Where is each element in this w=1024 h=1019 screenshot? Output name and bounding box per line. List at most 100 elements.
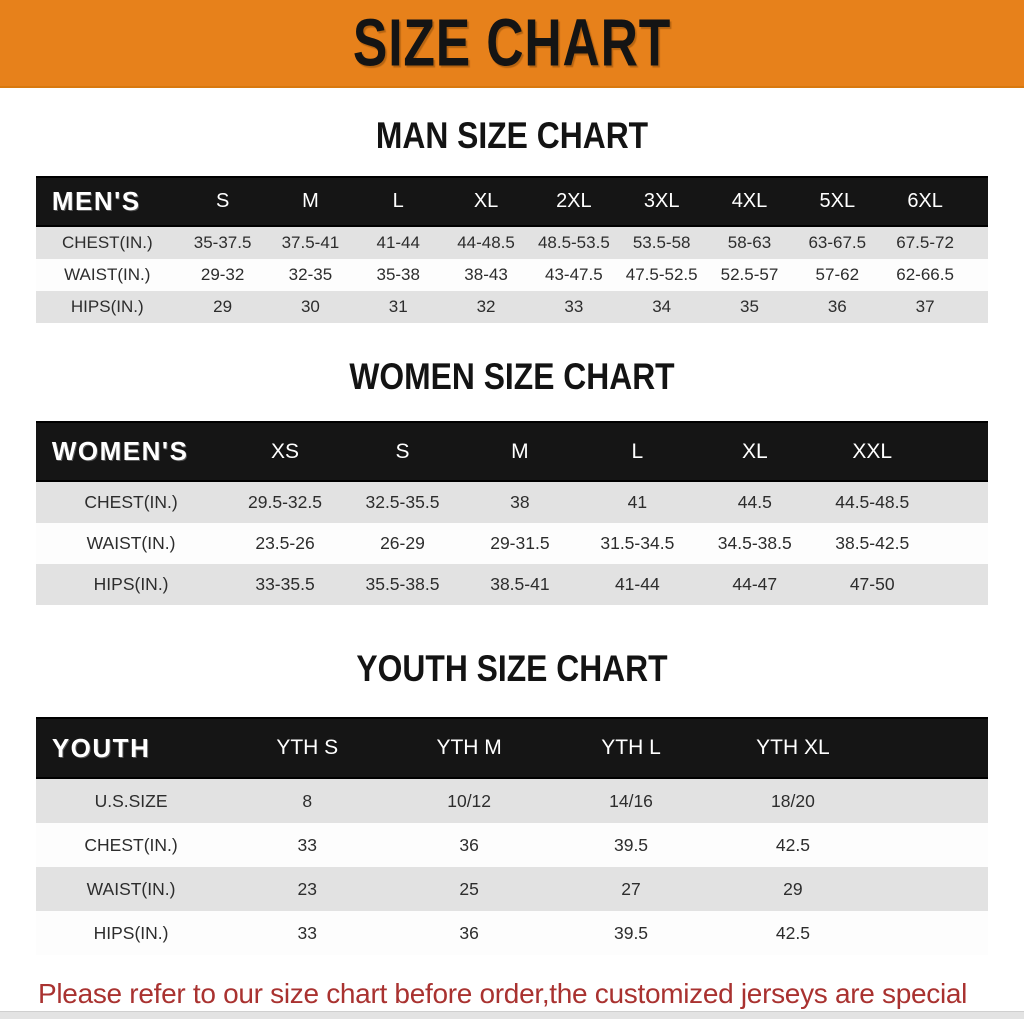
table-corner-label: MEN'S xyxy=(35,176,179,227)
row-spacer xyxy=(930,564,989,605)
men-section-heading: MAN SIZE CHART xyxy=(375,115,649,156)
size-value-cell: 38.5-42.5 xyxy=(813,523,931,564)
size-value-cell: 32 xyxy=(442,291,530,323)
size-value-cell: 44-48.5 xyxy=(442,226,530,259)
table-row: HIPS(IN.) 33-35.5 35.5-38.5 38.5-41 41-44 44-… xyxy=(35,564,989,605)
row-label: WAIST(IN.) xyxy=(35,867,227,911)
row-label: CHEST(IN.) xyxy=(35,226,179,259)
size-value-cell: 39.5 xyxy=(550,911,712,955)
column-header: XS xyxy=(226,421,344,482)
row-label: CHEST(IN.) xyxy=(35,481,227,523)
size-value-cell: 53.5-58 xyxy=(617,226,706,259)
size-value-cell: 36 xyxy=(388,911,551,955)
size-table: YOUTH YTH S YTH M YTH L YTH XL U.S.SIZE 8 10/12… xyxy=(35,717,989,955)
women-section: WOMEN SIZE CHART WOMEN'S XS S M L XL XXL CHEST(… xyxy=(0,355,1024,605)
youth-section-heading: YOUTH SIZE CHART xyxy=(356,648,668,689)
size-value-cell: 52.5-57 xyxy=(705,259,794,291)
youth-section: YOUTH SIZE CHART YOUTH YTH S YTH M YTH L YTH… xyxy=(0,647,1024,955)
bottom-edge-strip xyxy=(0,1011,1024,1019)
size-value-cell: 25 xyxy=(388,867,551,911)
women-size-table: WOMEN'S XS S M L XL XXL CHEST(IN.) 29.5-32.5 32.5… xyxy=(35,421,989,605)
size-value-cell: 10/12 xyxy=(388,778,551,823)
row-spacer xyxy=(969,226,989,259)
table-row: CHEST(IN.) 33 36 39.5 42.5 xyxy=(35,823,989,867)
size-table: WOMEN'S XS S M L XL XXL CHEST(IN.) 29.5-32.5 32.5… xyxy=(35,421,989,605)
size-value-cell: 48.5-53.5 xyxy=(529,226,618,259)
size-value-cell: 41 xyxy=(578,481,697,523)
size-value-cell: 29 xyxy=(711,867,874,911)
size-value-cell: 32.5-35.5 xyxy=(343,481,462,523)
size-value-cell: 38.5-41 xyxy=(461,564,579,605)
row-spacer xyxy=(969,291,989,323)
table-row: CHEST(IN.) 35-37.5 37.5-41 41-44 44-48.5 48.5… xyxy=(35,226,989,259)
row-spacer xyxy=(873,778,989,823)
column-header: S xyxy=(178,176,267,227)
size-value-cell: 58-63 xyxy=(705,226,794,259)
size-value-cell: 47.5-52.5 xyxy=(617,259,706,291)
size-value-cell: 33 xyxy=(226,823,389,867)
table-row: WAIST(IN.) 23.5-26 26-29 29-31.5 31.5-34.5 34… xyxy=(35,523,989,564)
table-row: U.S.SIZE 8 10/12 14/16 18/20 xyxy=(35,778,989,823)
row-spacer xyxy=(873,823,989,867)
size-value-cell: 30 xyxy=(266,291,355,323)
row-spacer xyxy=(873,911,989,955)
row-spacer xyxy=(969,259,989,291)
size-value-cell: 29-31.5 xyxy=(461,523,579,564)
size-value-cell: 67.5-72 xyxy=(881,226,970,259)
size-value-cell: 62-66.5 xyxy=(881,259,970,291)
size-value-cell: 29.5-32.5 xyxy=(226,481,344,523)
youth-size-table: YOUTH YTH S YTH M YTH L YTH XL U.S.SIZE 8 10/12… xyxy=(35,717,989,955)
size-table: MEN'S S M L XL 2XL 3XL 4XL 5XL 6XL CHEST(IN.) 35-37… xyxy=(35,176,989,323)
column-header: 3XL xyxy=(617,176,706,227)
column-header: XXL xyxy=(813,421,931,482)
size-value-cell: 38 xyxy=(461,481,579,523)
table-corner-label: YOUTH xyxy=(35,717,227,779)
row-label: CHEST(IN.) xyxy=(35,823,227,867)
size-value-cell: 29-32 xyxy=(178,259,267,291)
column-header: 6XL xyxy=(881,176,970,227)
size-value-cell: 36 xyxy=(793,291,882,323)
size-value-cell: 42.5 xyxy=(711,823,874,867)
table-row: WAIST(IN.) 23 25 27 29 xyxy=(35,867,989,911)
men-size-table: MEN'S S M L XL 2XL 3XL 4XL 5XL 6XL CHEST(IN.) 35-37… xyxy=(35,176,989,323)
size-value-cell: 35-37.5 xyxy=(178,226,267,259)
size-value-cell: 37.5-41 xyxy=(266,226,355,259)
size-value-cell: 31 xyxy=(354,291,443,323)
size-chart-banner: SIZE CHART xyxy=(0,0,1024,88)
column-header: YTH L xyxy=(550,717,712,779)
table-row: WAIST(IN.) 29-32 32-35 35-38 38-43 43-47.5 47.… xyxy=(35,259,989,291)
row-label: U.S.SIZE xyxy=(35,778,227,823)
size-value-cell: 41-44 xyxy=(354,226,443,259)
size-value-cell: 63-67.5 xyxy=(793,226,882,259)
size-value-cell: 41-44 xyxy=(578,564,697,605)
page-title: SIZE CHART xyxy=(352,5,672,81)
table-corner-label: WOMEN'S xyxy=(35,421,227,482)
table-row: HIPS(IN.) 29 30 31 32 33 34 35 36 37 xyxy=(35,291,989,323)
size-value-cell: 35-38 xyxy=(354,259,443,291)
size-value-cell: 31.5-34.5 xyxy=(578,523,697,564)
header-spacer xyxy=(969,176,989,227)
size-value-cell: 43-47.5 xyxy=(529,259,618,291)
row-label: HIPS(IN.) xyxy=(35,291,179,323)
size-value-cell: 14/16 xyxy=(550,778,712,823)
column-header: 4XL xyxy=(705,176,794,227)
column-header: 5XL xyxy=(793,176,882,227)
table-row: HIPS(IN.) 33 36 39.5 42.5 xyxy=(35,911,989,955)
size-value-cell: 44-47 xyxy=(696,564,814,605)
women-section-heading: WOMEN SIZE CHART xyxy=(349,356,675,397)
size-value-cell: 57-62 xyxy=(793,259,882,291)
column-header: M xyxy=(266,176,355,227)
column-header: YTH S xyxy=(226,717,389,779)
men-section: MAN SIZE CHART MEN'S S M L XL 2XL 3XL 4XL 5XL 6XL… xyxy=(0,114,1024,323)
size-value-cell: 8 xyxy=(226,778,389,823)
size-value-cell: 26-29 xyxy=(343,523,462,564)
size-value-cell: 35.5-38.5 xyxy=(343,564,462,605)
size-value-cell: 38-43 xyxy=(442,259,530,291)
row-label: HIPS(IN.) xyxy=(35,911,227,955)
column-header: YTH XL xyxy=(711,717,874,779)
row-spacer xyxy=(930,481,989,523)
size-value-cell: 33 xyxy=(226,911,389,955)
header-spacer xyxy=(873,717,989,779)
column-header: XL xyxy=(442,176,530,227)
size-value-cell: 34 xyxy=(617,291,706,323)
